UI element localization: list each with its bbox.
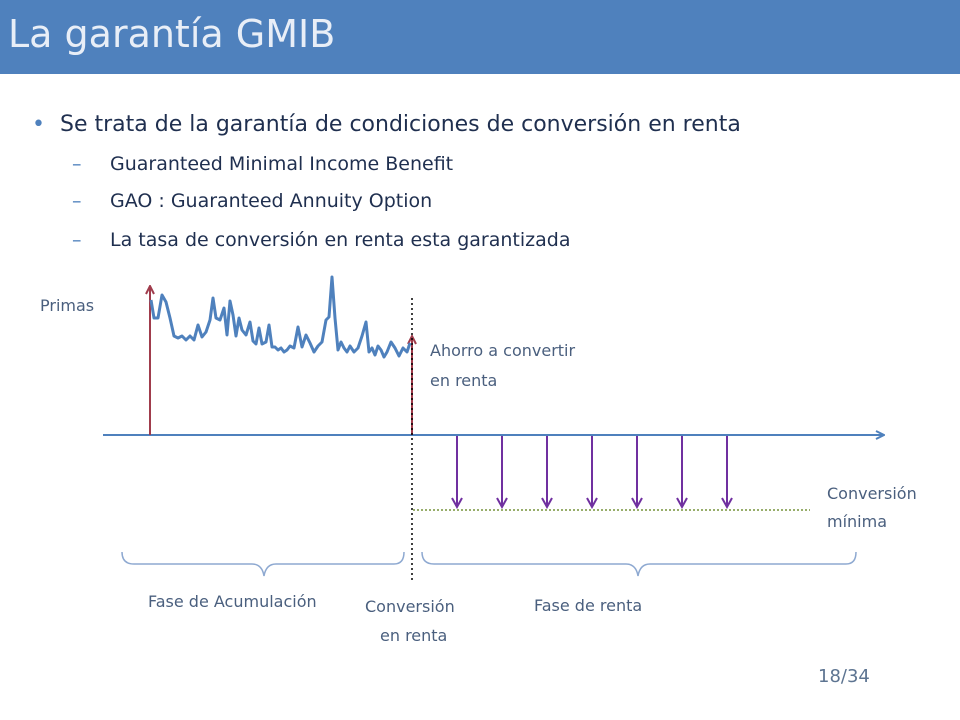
label-primas: Primas xyxy=(40,296,95,315)
sub-bullet-3: – La tasa de conversión en renta esta gar… xyxy=(72,229,570,251)
annuity-arrows xyxy=(457,436,727,507)
main-bullet-text: Se trata de la garantía de condiciones d… xyxy=(60,112,741,137)
accumulation-brace xyxy=(121,551,405,577)
slide-title: La garantía GMIB xyxy=(8,12,336,56)
dash-icon: – xyxy=(72,153,82,175)
label-ahorro-line2: en renta xyxy=(430,371,498,390)
premiums-series-line xyxy=(149,275,412,359)
sub-bullet-text: Guaranteed Minimal Income Benefit xyxy=(110,153,454,175)
title-bar: La garantía GMIB xyxy=(0,0,960,74)
page-number: 18/34 xyxy=(818,666,870,687)
dash-icon: – xyxy=(72,190,82,212)
label-conversion-renta-line2: en renta xyxy=(380,626,448,645)
annuity-brace xyxy=(421,551,857,577)
sub-bullet-2: – GAO : Guaranteed Annuity Option xyxy=(72,190,432,212)
sub-bullet-text: GAO : Guaranteed Annuity Option xyxy=(110,190,433,212)
label-ahorro-line1: Ahorro a convertir xyxy=(430,341,576,360)
bullet-dot-icon: • xyxy=(32,112,45,137)
label-conversion-renta-line1: Conversión xyxy=(365,597,455,616)
dash-icon: – xyxy=(72,229,82,251)
main-bullet: • Se trata de la garantía de condiciones … xyxy=(32,112,741,137)
label-conversion-minima-line2: mínima xyxy=(827,512,888,531)
sub-bullet-1: – Guaranteed Minimal Income Benefit xyxy=(72,153,453,175)
label-fase-acumulacion: Fase de Acumulación xyxy=(148,592,317,611)
label-conversion-minima-line1: Conversión xyxy=(827,484,917,503)
label-fase-renta: Fase de renta xyxy=(534,596,643,615)
sub-bullet-text: La tasa de conversión en renta esta gara… xyxy=(110,229,571,251)
